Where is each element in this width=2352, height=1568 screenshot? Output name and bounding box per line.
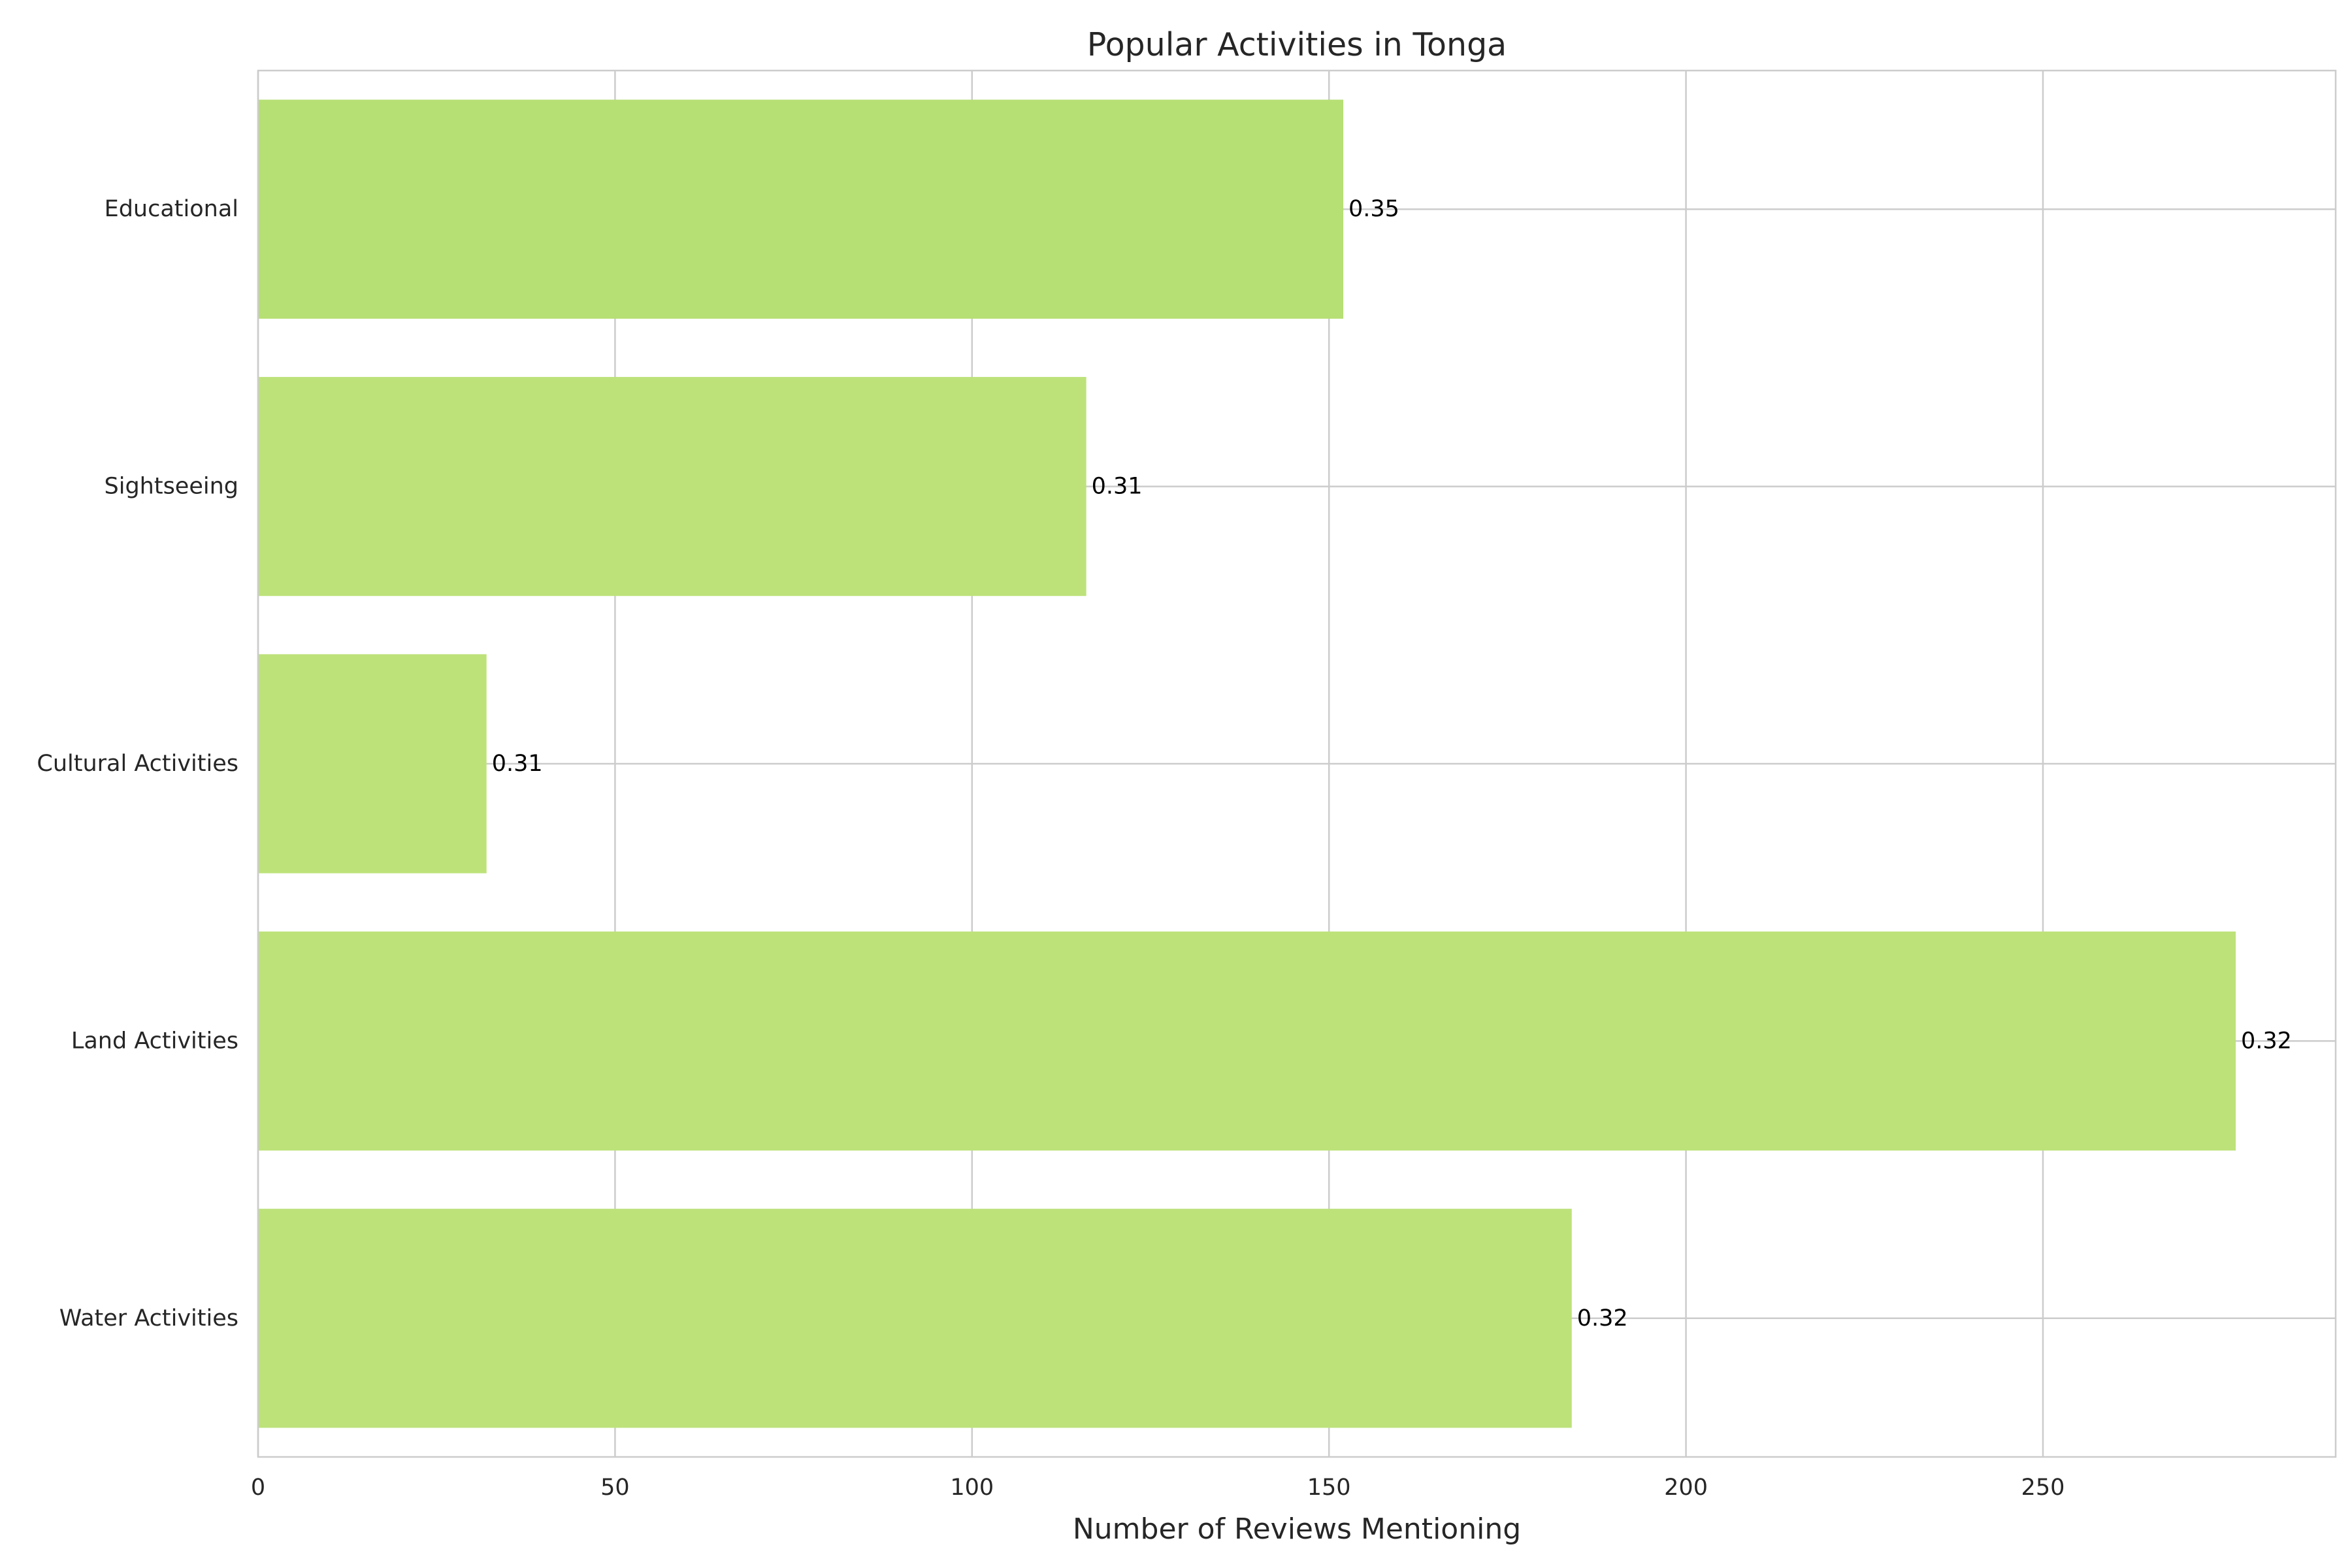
bar: [258, 654, 487, 874]
x-axis-title: Number of Reviews Mentioning: [1073, 1512, 1521, 1546]
bar: [258, 376, 1086, 596]
y-tick-label: Educational: [105, 196, 238, 222]
bar: [258, 99, 1344, 319]
y-tick-labels: Water Activities Land Activities Cultural …: [37, 196, 238, 1331]
data-label: 0.35: [1348, 196, 1399, 222]
data-label: 0.31: [1092, 474, 1143, 500]
bar: [258, 1209, 1572, 1428]
data-label: 0.32: [1577, 1305, 1628, 1331]
x-tick-label: 200: [1664, 1475, 1708, 1501]
x-tick-label: 150: [1307, 1475, 1351, 1501]
x-tick-label: 250: [2021, 1475, 2065, 1501]
y-tick-label: Sightseeing: [105, 474, 239, 500]
bars: [258, 99, 2236, 1428]
y-tick-label: Land Activities: [71, 1028, 238, 1054]
x-tick-label: 0: [251, 1475, 265, 1501]
y-tick-label: Cultural Activities: [37, 751, 238, 777]
data-label: 0.31: [492, 751, 543, 777]
data-labels: 0.32 0.32 0.31 0.31 0.35: [492, 196, 2292, 1331]
chart-title: Popular Activities in Tonga: [1087, 26, 1507, 63]
data-label: 0.32: [2241, 1028, 2292, 1054]
x-tick-label: 100: [950, 1475, 994, 1501]
y-tick-label: Water Activities: [59, 1305, 238, 1331]
x-tick-labels: 0 50 100 150 200 250: [251, 1475, 2065, 1501]
bar: [258, 931, 2236, 1151]
plot-frame: [257, 69, 2337, 1458]
x-tick-label: 50: [600, 1475, 630, 1501]
